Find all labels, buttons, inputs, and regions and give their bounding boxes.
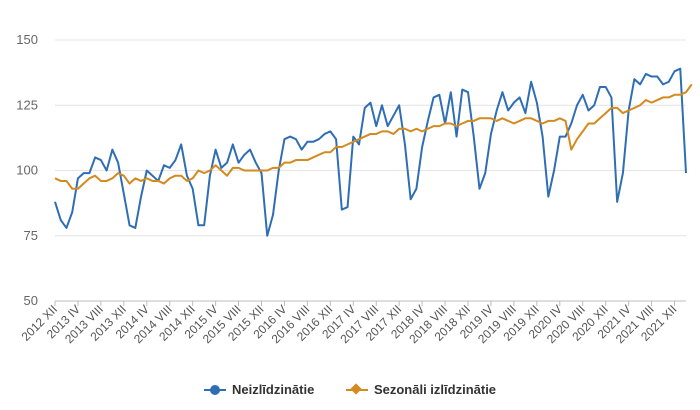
gridlines (55, 39, 686, 237)
series-lines (54, 67, 693, 237)
legend-swatch-series-1 (203, 384, 226, 395)
legend-label-series-2: Sezonāli izlīdzinātie (373, 382, 497, 397)
y-axis-ticks: 50 75 100 125 150 (16, 32, 38, 308)
x-axis (54, 300, 686, 306)
y-tick-label: 150 (16, 32, 38, 47)
series-line-1 (54, 67, 687, 237)
legend-label-series-1: Neizlīdzinātie (231, 382, 315, 397)
y-tick-label: 75 (24, 228, 38, 243)
legend-swatch-series-2 (345, 382, 368, 395)
y-tick-label: 125 (16, 97, 38, 112)
legend-item-series-2[interactable]: Sezonāli izlīdzinātie (345, 382, 497, 397)
legend-item-series-1[interactable]: Neizlīdzinātie (203, 382, 315, 397)
y-tick-label: 50 (24, 293, 38, 308)
series-line-2 (54, 83, 693, 190)
y-tick-label: 100 (16, 163, 38, 178)
legend: Neizlīdzinātie Sezonāli izlīdzinātie (0, 382, 700, 398)
